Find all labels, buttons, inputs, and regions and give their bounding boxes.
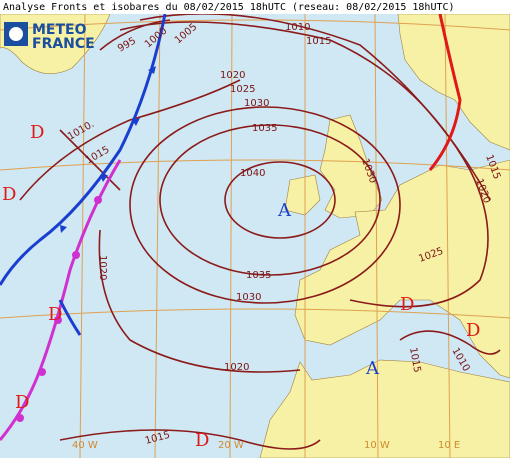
longitude-label: 10 E bbox=[438, 440, 460, 451]
low-center: D bbox=[400, 294, 414, 315]
header-bar bbox=[0, 0, 510, 14]
fronts bbox=[0, 13, 462, 441]
isobar-label: 1035 bbox=[246, 270, 271, 281]
isobar-label: 1015 bbox=[306, 36, 331, 47]
low-center: D bbox=[15, 392, 29, 413]
logo-line1: METEO bbox=[32, 22, 87, 38]
high-center: A bbox=[365, 358, 380, 379]
low-center: D bbox=[466, 320, 480, 341]
isobars bbox=[19, 13, 501, 450]
isobar-label: 1035 bbox=[252, 123, 277, 134]
logo: METEO FRANCE bbox=[4, 22, 95, 52]
logo-line2: FRANCE bbox=[32, 36, 95, 52]
longitude-label: 10 W bbox=[364, 440, 390, 451]
isobar-label: 1010. bbox=[285, 22, 314, 33]
land bbox=[0, 13, 510, 458]
isobar-label: 1030 bbox=[236, 292, 261, 303]
low-center: D bbox=[195, 430, 209, 451]
isobar-label: 1030 bbox=[244, 98, 269, 109]
isobar-label: 1015 bbox=[407, 347, 422, 374]
pressure-centers: A A D D D D D D D bbox=[2, 122, 480, 451]
low-center: D bbox=[30, 122, 44, 143]
longitude-labels: 40 W 20 W 10 W 10 E bbox=[72, 440, 460, 451]
low-center: D bbox=[48, 304, 62, 325]
high-center: A bbox=[277, 200, 292, 221]
graticule bbox=[0, 13, 510, 458]
low-center: D bbox=[2, 184, 16, 205]
header-title: Analyse Fronts et isobares du 08/02/2015… bbox=[3, 2, 455, 13]
isobar-label: 1025 bbox=[230, 84, 255, 95]
isobar-labels: 995 1000 1005 1010. 1015 1020 1025 1030 … bbox=[66, 22, 502, 447]
longitude-label: 40 W bbox=[72, 440, 98, 451]
isobar-label: 1020 bbox=[224, 362, 249, 373]
longitude-label: 20 W bbox=[218, 440, 244, 451]
isobar-label: 1020 bbox=[97, 255, 108, 280]
isobar-label: 1020 bbox=[220, 70, 245, 81]
isobar-label: 1040 bbox=[240, 168, 265, 179]
